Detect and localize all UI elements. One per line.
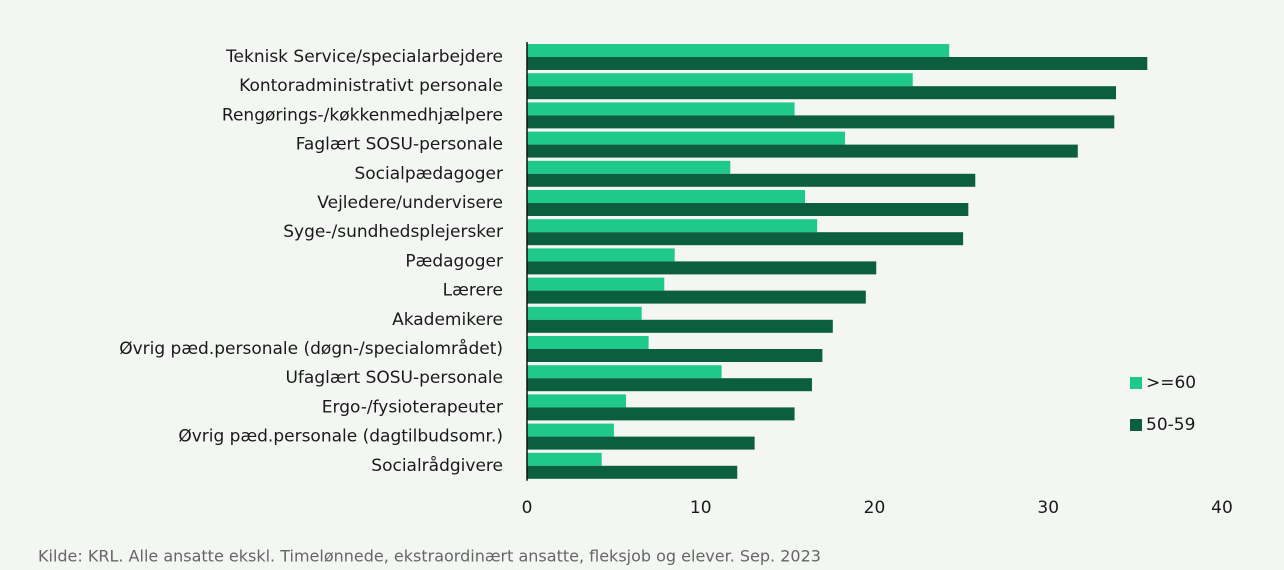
- bar: [527, 452, 602, 466]
- bar: [527, 306, 642, 320]
- y-tick-label: Kontoradministrativt personale: [239, 76, 503, 96]
- bar: [527, 173, 976, 187]
- y-tick-label: Ergo-/fysioterapeuter: [322, 397, 503, 417]
- bar: [527, 86, 1117, 100]
- bar: [527, 394, 627, 408]
- source-note: Kilde: KRL. Alle ansatte ekskl. Timelønn…: [38, 547, 821, 566]
- bar: [527, 190, 805, 203]
- x-tick-label: 30: [1037, 498, 1059, 518]
- y-tick-label: Rengørings-/køkkenmedhjælpere: [222, 105, 503, 125]
- bar: [527, 277, 665, 291]
- bar: [527, 144, 1078, 158]
- bar: [527, 232, 964, 246]
- bar: [527, 290, 866, 304]
- y-tick-label: Socialpædagoger: [354, 164, 503, 184]
- x-tick-label: 20: [864, 498, 886, 518]
- bar: [527, 131, 845, 145]
- bar: [527, 248, 675, 262]
- bar: [527, 115, 1115, 129]
- bar: [527, 336, 649, 349]
- bar: [527, 219, 818, 233]
- y-tick-label: Ufaglært SOSU-personale: [285, 368, 503, 388]
- bar: [527, 261, 877, 275]
- y-tick-label: Pædagoger: [405, 251, 503, 271]
- bar: [527, 57, 1148, 70]
- y-tick-label: Socialrådgivere: [371, 455, 503, 476]
- bar: [527, 160, 731, 174]
- x-tick-label: 40: [1211, 498, 1233, 518]
- legend-label: >=60: [1146, 373, 1196, 393]
- bar: [527, 423, 614, 437]
- bar: [527, 465, 738, 479]
- x-tick-label: 0: [522, 498, 533, 518]
- bar: [527, 378, 812, 392]
- bar: [527, 349, 823, 362]
- y-tick-label: Faglært SOSU-personale: [296, 135, 503, 155]
- legend-swatch: [1130, 419, 1142, 431]
- bar: [527, 102, 795, 116]
- legend-swatch: [1130, 377, 1142, 389]
- bar: [527, 44, 950, 57]
- bar: [527, 319, 833, 333]
- x-tick-label: 10: [690, 498, 712, 518]
- y-tick-label: Øvrig pæd.personale (døgn-/specialområde…: [119, 338, 503, 359]
- bar: [527, 436, 755, 450]
- bar: [527, 365, 722, 379]
- y-tick-label: Teknisk Service/specialarbejdere: [225, 47, 503, 67]
- legend-label: 50-59: [1146, 415, 1195, 435]
- y-tick-label: Lærere: [443, 281, 503, 301]
- bar: [527, 203, 969, 216]
- y-tick-label: Vejledere/undervisere: [317, 193, 503, 213]
- y-tick-label: Akademikere: [392, 310, 503, 330]
- bar: [527, 73, 913, 87]
- y-tick-label: Syge-/sundhedsplejersker: [283, 222, 503, 242]
- bar: [527, 407, 795, 421]
- y-tick-label: Øvrig pæd.personale (dagtilbudsomr.): [178, 427, 503, 447]
